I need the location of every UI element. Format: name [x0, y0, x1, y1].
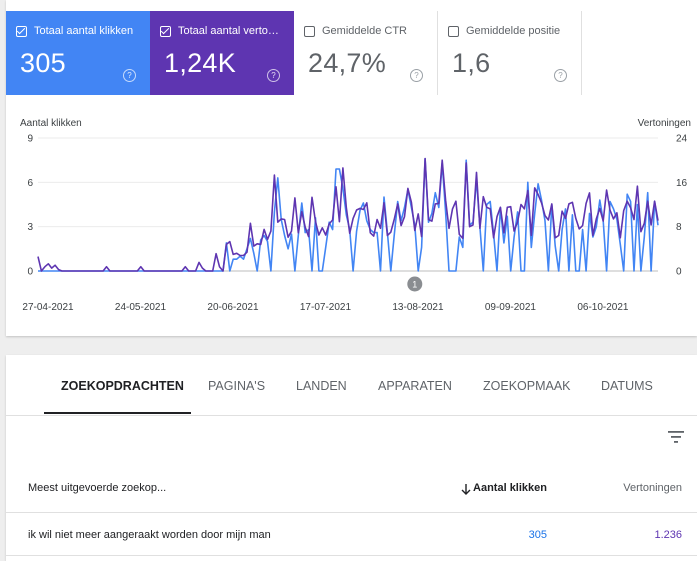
y-tick-label-right: 8	[676, 222, 682, 233]
help-icon[interactable]: ?	[410, 69, 423, 82]
tab-countries[interactable]: LANDEN	[296, 379, 347, 393]
active-tab-indicator	[44, 412, 191, 414]
y-axis-label-right: Vertoningen	[638, 118, 691, 129]
performance-chart[interactable]: Aantal klikken Vertoningen 9 24 6 16 3 8 0 0 27…	[0, 0, 697, 336]
arrow-down-icon[interactable]	[461, 484, 471, 495]
tab-search-appearance[interactable]: ZOEKOPMAAK	[483, 379, 571, 393]
y-tick-label-left: 0	[27, 267, 33, 278]
tab-dates[interactable]: DATUMS	[601, 379, 653, 393]
tab-queries[interactable]: ZOEKOPDRACHTEN	[61, 379, 184, 393]
x-tick-label: 24-05-2021	[115, 302, 167, 313]
x-tick-label: 17-07-2021	[300, 302, 352, 313]
y-axis-label-left: Aantal klikken	[20, 118, 82, 129]
checkbox-unchecked-icon[interactable]	[304, 25, 315, 37]
x-tick-label: 13-08-2021	[392, 302, 444, 313]
metric-value: 1,6	[452, 48, 491, 78]
y-tick-label-right: 16	[676, 178, 688, 189]
x-tick-label: 20-06-2021	[207, 302, 259, 313]
checkbox-checked-icon[interactable]	[16, 25, 27, 37]
table-card: ZOEKOPDRACHTEN PAGINA'S LANDEN APPARATEN…	[6, 355, 697, 561]
annotation-label: 1	[412, 280, 417, 290]
x-tick-label: 09-09-2021	[485, 302, 537, 313]
table-header: Meest uitgevoerde zoekop... Aantal klikk…	[6, 460, 697, 513]
annotation-marker[interactable]	[407, 276, 423, 292]
help-icon[interactable]: ?	[554, 69, 567, 82]
column-header-impressions[interactable]: Vertoningen	[623, 482, 682, 494]
help-icon[interactable]: ?	[123, 69, 136, 82]
y-tick-label-right: 0	[676, 267, 682, 278]
column-header-clicks[interactable]: Aantal klikken	[473, 482, 547, 494]
metric-average-ctr[interactable]: Gemiddelde CTR 24,7% ?	[294, 11, 438, 95]
y-tick-label-left: 3	[27, 222, 33, 233]
metric-average-position[interactable]: Gemiddelde positie 1,6 ?	[438, 11, 582, 95]
metric-value: 1,24K	[164, 48, 237, 78]
checkbox-unchecked-icon[interactable]	[448, 25, 459, 37]
checkbox-checked-icon[interactable]	[160, 25, 171, 37]
x-tick-label: 27-04-2021	[22, 302, 74, 313]
metric-total-clicks[interactable]: Totaal aantal klikken 305 ?	[6, 11, 150, 95]
row-impressions: 1.236	[654, 529, 682, 541]
y-tick-label-right: 24	[676, 134, 688, 145]
metric-value: 305	[20, 48, 66, 78]
column-header-query[interactable]: Meest uitgevoerde zoekop...	[28, 482, 167, 494]
metric-total-impressions[interactable]: Totaal aantal vertoningen 1,24K ?	[150, 11, 294, 95]
help-icon[interactable]: ?	[267, 69, 280, 82]
y-tick-label-left: 9	[27, 134, 33, 145]
tab-devices[interactable]: APPARATEN	[378, 379, 452, 393]
row-query: ik wil niet meer aangeraakt worden door …	[28, 529, 271, 541]
row-clicks: 305	[528, 529, 547, 541]
y-tick-label-left: 6	[27, 178, 33, 189]
filter-icon[interactable]	[668, 431, 684, 443]
tab-bar: ZOEKOPDRACHTEN PAGINA'S LANDEN APPARATEN…	[6, 355, 697, 416]
series-line-impressions	[37, 157, 659, 272]
table-row[interactable]: ik wil niet meer aangeraakt worden door …	[6, 513, 697, 556]
tab-pages[interactable]: PAGINA'S	[208, 379, 266, 393]
metric-value: 24,7%	[308, 48, 387, 78]
x-tick-label: 06-10-2021	[577, 302, 629, 313]
